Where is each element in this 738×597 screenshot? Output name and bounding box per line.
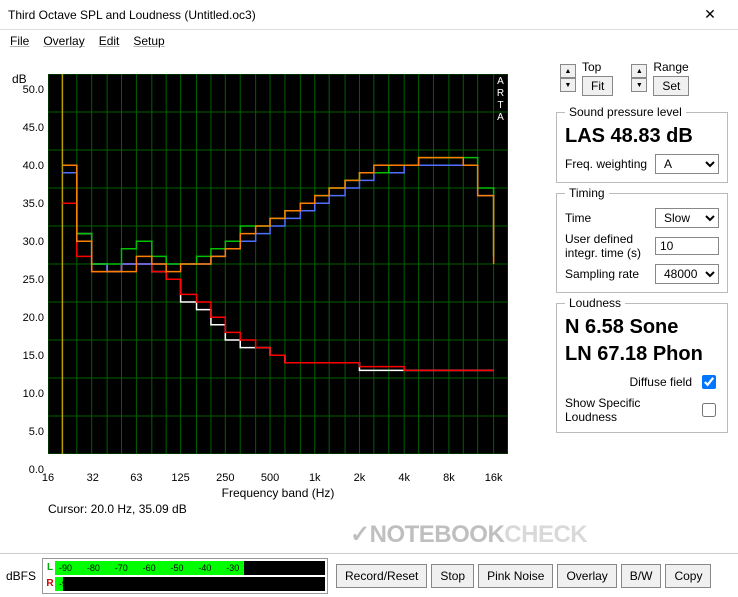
x-ticks: 1632631252505001k2k4k8k16k: [48, 472, 508, 486]
time-label: Time: [565, 211, 649, 225]
range-spinner[interactable]: ▲ ▼: [631, 64, 647, 92]
top-up-icon[interactable]: ▲: [560, 64, 576, 78]
top-down-icon[interactable]: ▼: [560, 78, 576, 92]
spl-value: LAS 48.83 dB: [565, 123, 719, 150]
menu-edit[interactable]: Edit: [99, 34, 120, 48]
range-up-icon[interactable]: ▲: [631, 64, 647, 78]
window-title: Third Octave SPL and Loudness (Untitled.…: [8, 8, 690, 22]
loudness-group: Loudness N 6.58 Sone LN 67.18 Phon Diffu…: [556, 296, 728, 433]
timing-legend: Timing: [565, 186, 609, 200]
record-button[interactable]: Record/Reset: [336, 564, 427, 588]
time-select[interactable]: Slow: [655, 208, 719, 228]
meter-r: R -90-80-70-60-50-40-30-20-10dB: [45, 577, 325, 591]
top-spinner[interactable]: ▲ ▼: [560, 64, 576, 92]
integr-label: User defined integr. time (s): [565, 232, 649, 260]
diffuse-checkbox[interactable]: [702, 375, 716, 389]
arta-label: ARTA: [495, 76, 506, 124]
stop-button[interactable]: Stop: [431, 564, 474, 588]
freq-weighting-select[interactable]: A: [655, 154, 719, 174]
loudness-legend: Loudness: [565, 296, 625, 310]
close-icon[interactable]: ✕: [690, 6, 730, 23]
loudness-sone: N 6.58 Sone: [565, 314, 719, 341]
overlay-button[interactable]: Overlay: [557, 564, 616, 588]
range-down-icon[interactable]: ▼: [631, 78, 647, 92]
level-meters: L -90-80-70-60-50-40-30-20-10dB R -90-80…: [42, 558, 328, 594]
copy-button[interactable]: Copy: [665, 564, 711, 588]
freq-weighting-label: Freq. weighting: [565, 157, 649, 171]
menubar: File Overlay Edit Setup: [0, 30, 738, 52]
spl-legend: Sound pressure level: [565, 105, 686, 119]
top-label: Top: [582, 60, 613, 74]
plot-canvas[interactable]: ARTA: [48, 74, 508, 454]
titlebar: Third Octave SPL and Loudness (Untitled.…: [0, 0, 738, 30]
sampling-select[interactable]: 48000: [655, 264, 719, 284]
diffuse-label: Diffuse field: [630, 375, 692, 389]
specific-checkbox[interactable]: [702, 403, 716, 417]
set-button[interactable]: Set: [653, 76, 689, 96]
menu-overlay[interactable]: Overlay: [43, 34, 84, 48]
menu-file[interactable]: File: [10, 34, 29, 48]
chart-area: dB Third octave SPL 0.05.010.015.020.025…: [16, 74, 516, 454]
bw-button[interactable]: B/W: [621, 564, 662, 588]
sampling-label: Sampling rate: [565, 267, 649, 281]
bottom-toolbar: dBFS L -90-80-70-60-50-40-30-20-10dB R -…: [0, 553, 738, 597]
dbfs-label: dBFS: [6, 569, 38, 583]
view-controls: ▲ ▼ Top Fit ▲ ▼ Range Set: [556, 58, 728, 102]
fit-button[interactable]: Fit: [582, 76, 613, 96]
x-axis-label: Frequency band (Hz): [48, 486, 508, 500]
meter-l: L -90-80-70-60-50-40-30-20-10dB: [45, 561, 325, 575]
menu-setup[interactable]: Setup: [133, 34, 164, 48]
integr-input[interactable]: [655, 237, 719, 255]
timing-group: Timing Time Slow User defined integr. ti…: [556, 186, 728, 293]
y-ticks: 0.05.010.015.020.025.030.035.040.045.050…: [16, 90, 46, 470]
spl-group: Sound pressure level LAS 48.83 dB Freq. …: [556, 105, 728, 183]
cursor-readout: Cursor: 20.0 Hz, 35.09 dB: [48, 502, 508, 516]
loudness-phon: LN 67.18 Phon: [565, 341, 719, 368]
specific-label: Show Specific Loudness: [565, 396, 692, 424]
range-label: Range: [653, 60, 689, 74]
pinknoise-button[interactable]: Pink Noise: [478, 564, 553, 588]
